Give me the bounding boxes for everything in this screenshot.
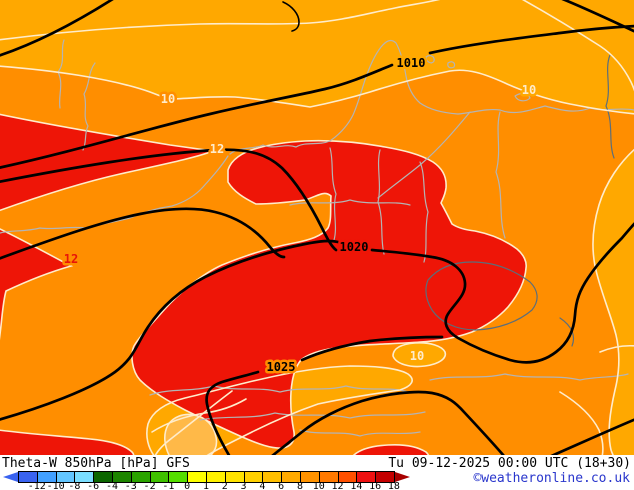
colorbar-cell: 12 — [319, 472, 344, 490]
contour-label: 10 — [522, 83, 536, 97]
colorbar-tick-label: 6 — [278, 481, 285, 490]
legend-text-row: Theta-W 850hPa [hPa] GFS Tu 09-12-2025 0… — [0, 455, 634, 471]
colorbar-tick-label: -6 — [87, 481, 100, 490]
colorbar-right-arrow — [394, 472, 410, 482]
colorbar-tick-label: -3 — [124, 481, 137, 490]
thetaw-contours — [0, 0, 634, 458]
colorbar-tick-label: 8 — [296, 481, 303, 490]
colorbar-tick-label: -8 — [68, 481, 81, 490]
colorbar-tick-label: 18 — [387, 481, 400, 490]
contour-label: 12 — [64, 252, 78, 266]
legend-bar: Theta-W 850hPa [hPa] GFS Tu 09-12-2025 0… — [0, 455, 634, 490]
colorbar-tick-label: -10 — [46, 481, 65, 490]
colorbar-tick-label: 16 — [369, 481, 382, 490]
colorbar-cell: 8 — [282, 472, 303, 490]
colorbar-tick-label: 4 — [259, 481, 266, 490]
colorbar-cell: 10 — [300, 472, 325, 490]
colorbar-cell: 3 — [225, 472, 247, 490]
colorbar-cell: 1 — [188, 472, 209, 490]
isobar-lines — [0, 0, 634, 463]
colorbar-cell: 6 — [263, 472, 284, 490]
colorbar-cell: 18 — [376, 472, 400, 490]
colorbar-cell: -12 — [19, 472, 46, 490]
colorbar-cell: 0 — [169, 472, 190, 490]
colorbar-tick-label: 3 — [240, 481, 247, 490]
colorbar-cell: -3 — [112, 472, 137, 490]
contour-label: 1010 — [397, 56, 426, 70]
contour-label: 1025 — [267, 360, 296, 374]
colorbar-cell: 4 — [244, 472, 265, 490]
colorbar-cell: -10 — [37, 472, 65, 490]
colorbar-cell: 16 — [357, 472, 381, 490]
colorbar-cell: 14 — [338, 472, 362, 490]
colorbar-cell: -6 — [75, 472, 99, 490]
contour-label: 1020 — [340, 240, 369, 254]
contour-label: 12 — [210, 142, 224, 156]
colorbar-cell: -2 — [131, 472, 156, 490]
colorbar-tick-label: 0 — [184, 481, 191, 490]
contour-label: 10 — [161, 92, 175, 106]
contour-label: 10 — [410, 349, 424, 363]
colorbar-tick-label: 2 — [221, 481, 228, 490]
colorbar-tick-label: 1 — [202, 481, 209, 490]
colorbar-tick-label: -4 — [105, 481, 119, 490]
legend-datetime: Tu 09-12-2025 00:00 UTC (18+30) — [388, 456, 631, 471]
colorbar-tick-label: -1 — [162, 481, 175, 490]
colorbar: -12 -10 -8 -6 -4 -3 -2 -1 0 1 2 3 4 6 8 10 12 14 16 18 — [3, 471, 410, 490]
colorbar-cell: -8 — [56, 472, 80, 490]
colorbar-cell: 2 — [206, 472, 228, 490]
colorbar-tick-label: 12 — [331, 481, 344, 490]
colorbar-tick-label: 14 — [350, 481, 363, 490]
colorbar-tick-label: -12 — [27, 481, 46, 490]
copyright-link[interactable]: ©weatheronline.co.uk — [473, 471, 630, 486]
colorbar-tick-label: 10 — [312, 481, 325, 490]
colorbar-cells: -12 -10 -8 -6 -4 -3 -2 -1 0 1 2 3 4 6 8 10 12 14 16 18 — [18, 471, 400, 490]
colorbar-cell: -1 — [150, 472, 174, 490]
colorbar-tick-label: -2 — [143, 481, 156, 490]
colorbar-left-arrow — [3, 472, 18, 482]
legend-title: Theta-W 850hPa [hPa] GFS — [2, 456, 190, 471]
colorbar-cell: -4 — [94, 472, 118, 490]
